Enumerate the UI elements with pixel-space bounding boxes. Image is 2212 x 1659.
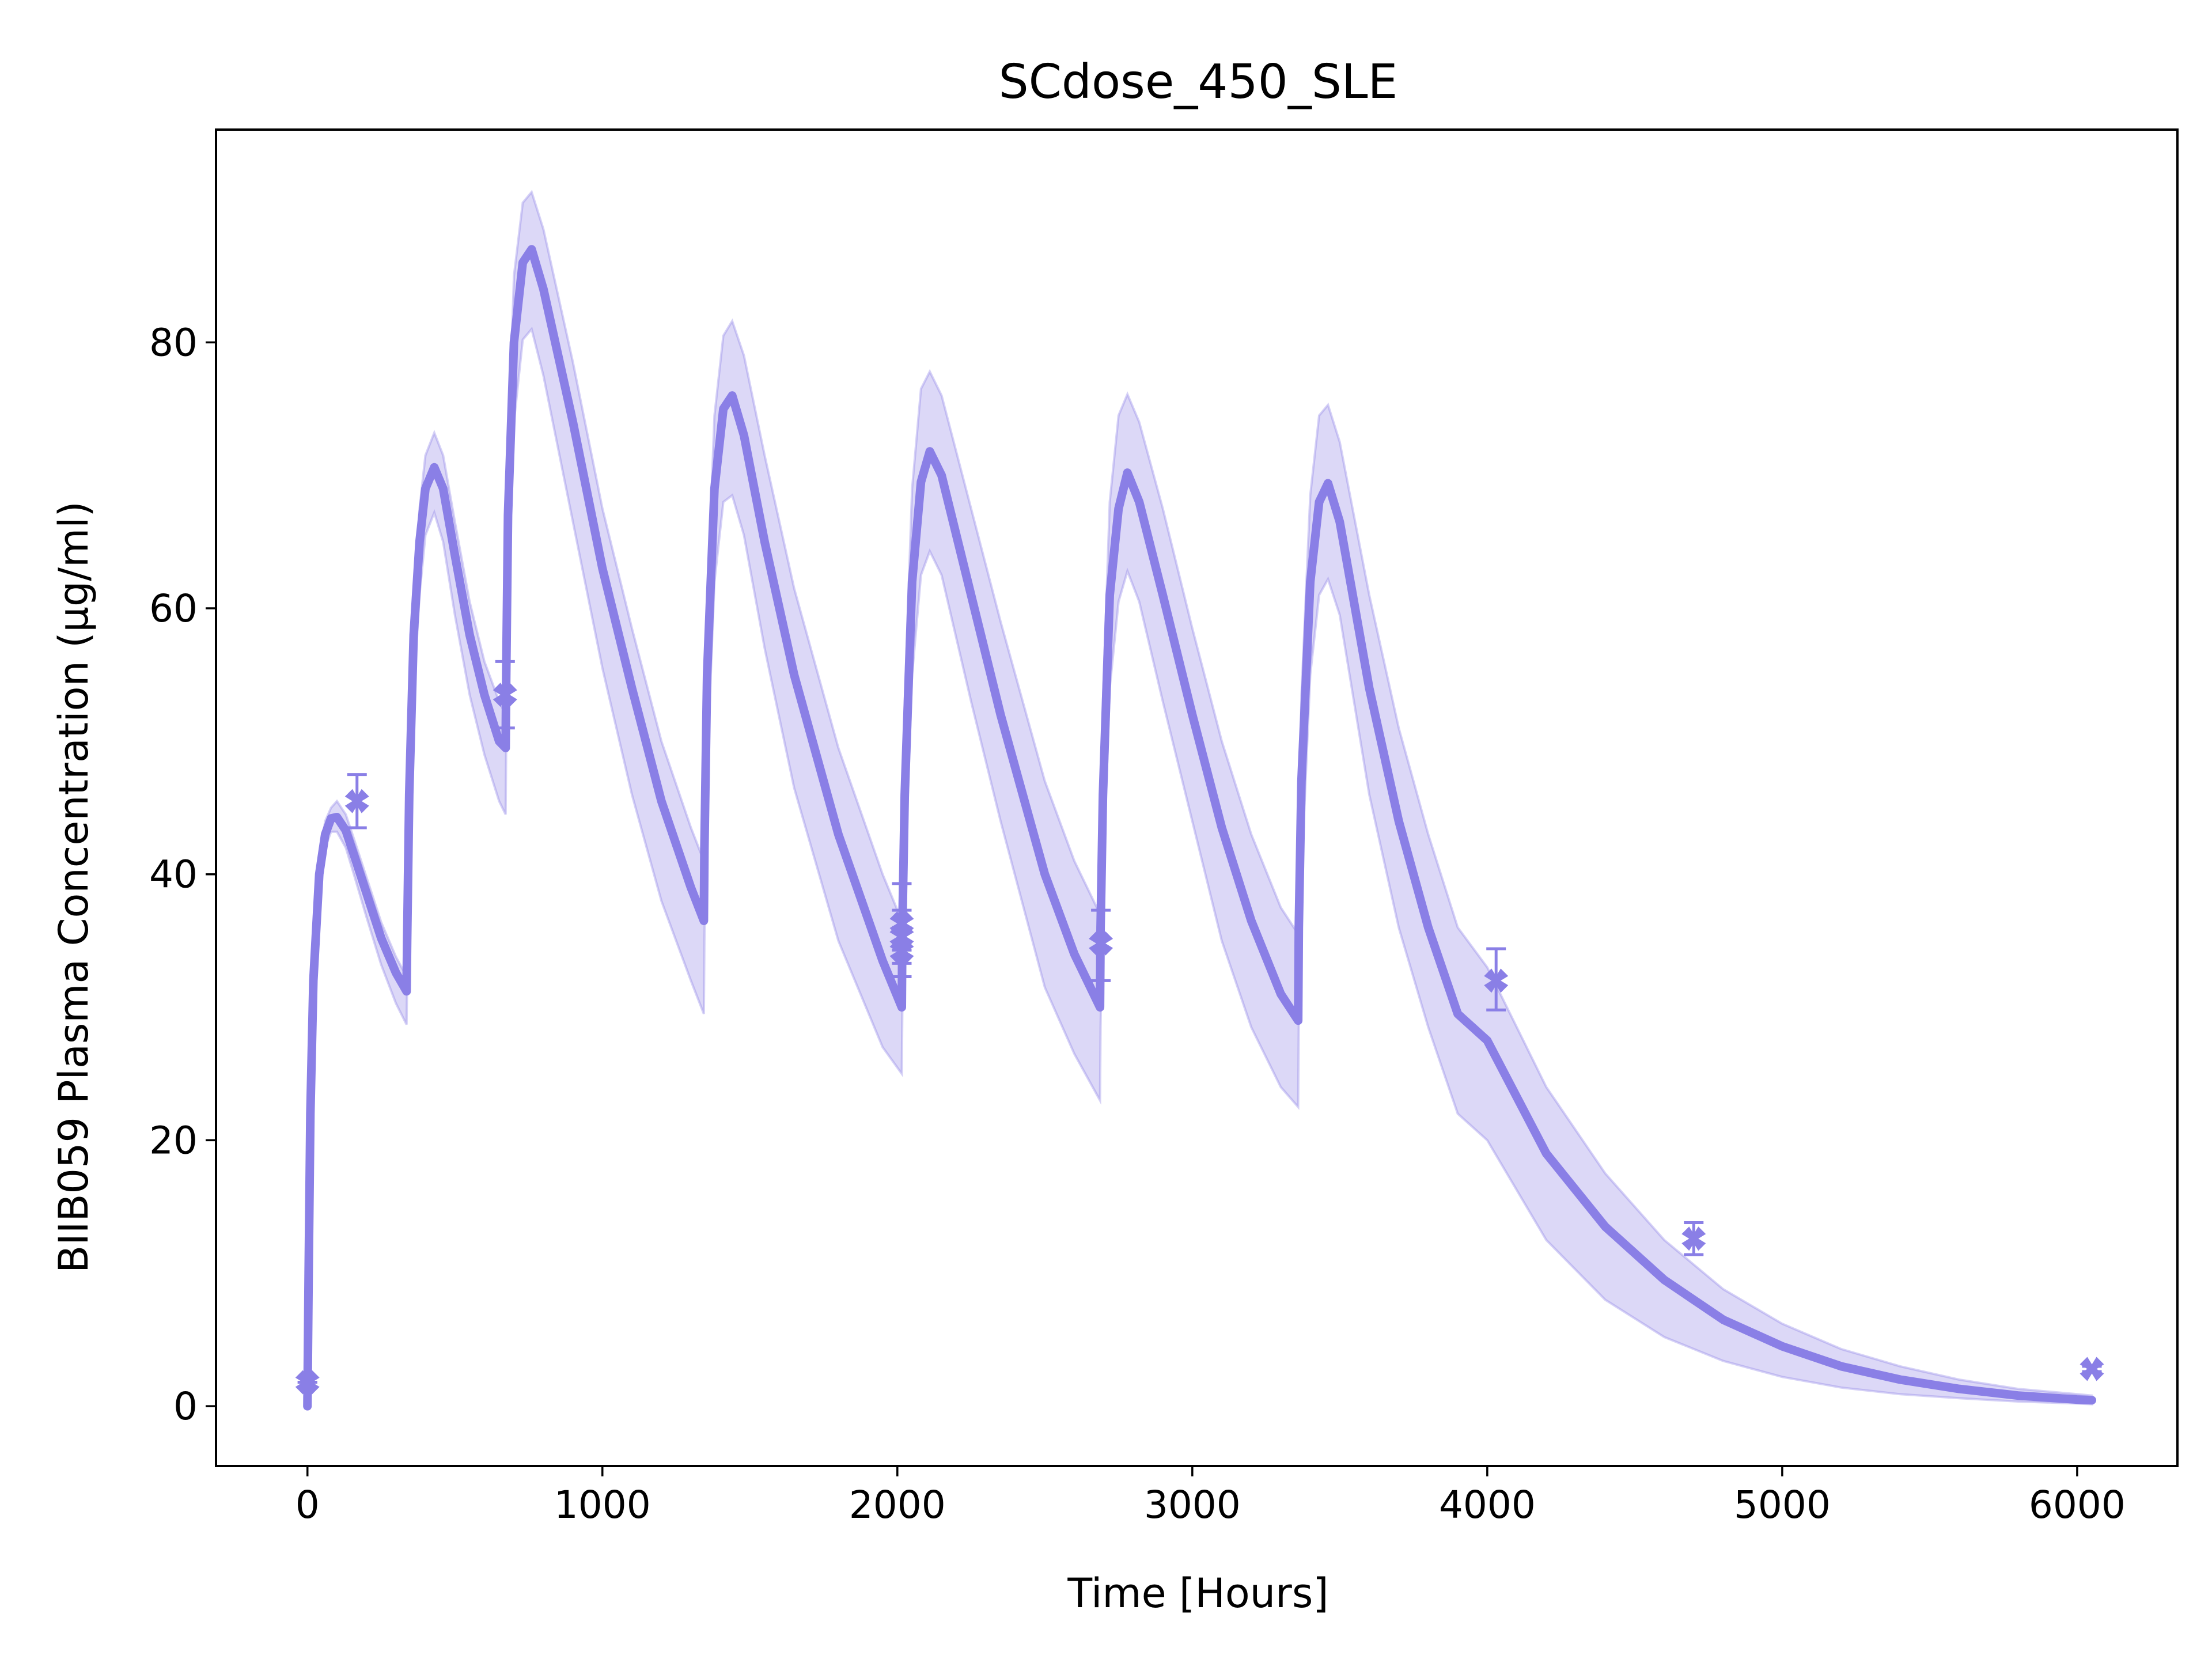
- x-axis-label: Time [Hours]: [1067, 1570, 1328, 1617]
- observed-marker: [1089, 931, 1113, 956]
- y-axis-label: BIIB059 Plasma Concentration (µg/ml): [50, 501, 97, 1273]
- observed-point: [1484, 947, 1509, 1012]
- observed-marker: [2080, 1357, 2104, 1381]
- y-tick-label: 60: [149, 586, 198, 631]
- observed-marker: [889, 911, 914, 936]
- observed-marker: [1484, 968, 1509, 993]
- observed-marker: [1681, 1226, 1706, 1251]
- observed-marker: [295, 1370, 320, 1395]
- x-tick-label: 5000: [1734, 1483, 1831, 1527]
- plot-content: [295, 190, 2104, 1411]
- axes: 0 1000 2000 3000 4000 5000 6000 0 20 40 60 80: [149, 128, 2179, 1527]
- chart-title: SCdose_450_SLE: [999, 55, 1398, 109]
- y-tick-label: 40: [149, 853, 198, 897]
- x-tick-label: 4000: [1439, 1483, 1536, 1527]
- plot-frame: [215, 128, 2179, 1467]
- y-tick-label: 80: [149, 320, 198, 365]
- x-tick-label: 6000: [2029, 1483, 2126, 1527]
- observed-marker: [344, 789, 369, 813]
- x-tick-label: 2000: [849, 1483, 946, 1527]
- plot-area: [295, 190, 2104, 1411]
- observed-point: [493, 660, 517, 730]
- observed-point: [1089, 908, 1113, 982]
- observed-point: [344, 773, 369, 830]
- observed-point: [889, 882, 914, 952]
- observed-point: [295, 1370, 320, 1395]
- model-curve: [303, 245, 2096, 1411]
- observed-marker: [493, 683, 517, 707]
- observed-point: [1681, 1221, 1706, 1256]
- x-tick-label: 3000: [1144, 1483, 1241, 1527]
- y-tick-label: 0: [173, 1384, 198, 1429]
- observed-point: [2080, 1357, 2104, 1381]
- x-tick-label: 1000: [554, 1483, 651, 1527]
- x-tick-label: 0: [296, 1483, 320, 1527]
- y-tick-label: 20: [149, 1118, 198, 1162]
